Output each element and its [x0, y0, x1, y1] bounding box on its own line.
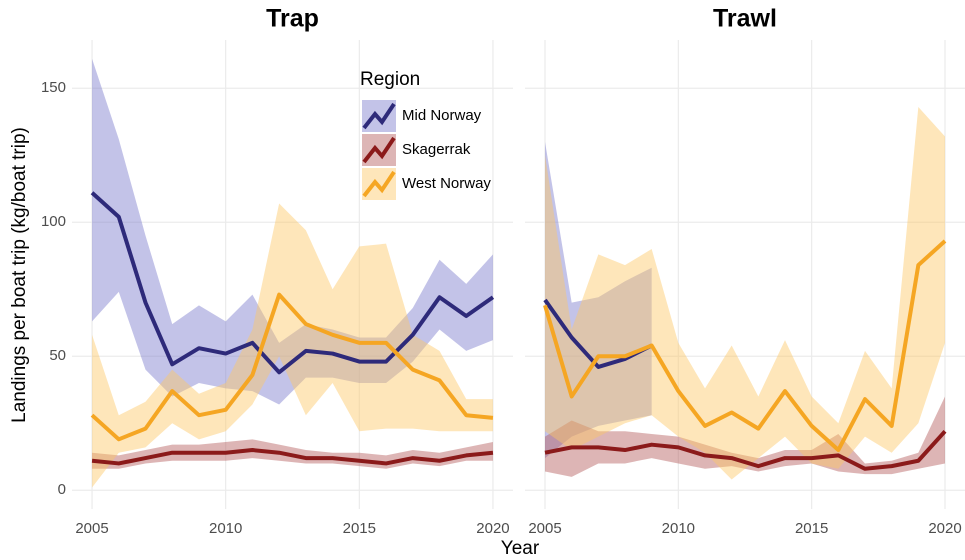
x-tick-label: 2020 — [928, 520, 961, 537]
x-tick-label: 2010 — [662, 520, 695, 537]
y-tick-label: 50 — [49, 347, 66, 364]
confidence-band — [545, 141, 652, 459]
line: Skagerrak — [91, 448, 494, 466]
legend-label: West Norway — [402, 175, 491, 192]
legend-label: Mid Norway — [402, 107, 482, 124]
labels: Trap 2005 2010 2015 2020 0 50 100 150 Trawl 2005 20… — [41, 5, 962, 537]
x-tick-label: 2020 — [476, 520, 509, 537]
x-tick-label: 2015 — [343, 520, 376, 537]
panel-title: Trawl — [713, 5, 777, 33]
panel-title: Trap — [266, 5, 319, 33]
y-tick-label: 0 — [58, 481, 66, 498]
grid — [72, 40, 965, 509]
legend: Region Mid Norway Skagerrak West Norway — [360, 69, 491, 200]
confidence-band — [92, 203, 493, 488]
y-axis-label: Landings per boat trip (kg/boat trip) — [9, 127, 30, 423]
x-tick-label: 2005 — [528, 520, 561, 537]
legend-key-line — [362, 136, 396, 164]
y-tick-label: 100 — [41, 213, 66, 230]
confidence-band — [92, 58, 493, 405]
x-axis-label: Year — [501, 538, 540, 559]
line: Skagerrak — [544, 429, 947, 471]
legend-title: Region — [360, 69, 420, 90]
x-tick-label: 2005 — [75, 520, 108, 537]
legend-label: Skagerrak — [402, 141, 471, 158]
bands — [92, 58, 945, 488]
line: West Norway — [543, 239, 947, 453]
legend-key-line — [362, 170, 396, 198]
legend-key-line — [362, 102, 396, 130]
y-tick-label: 150 — [41, 79, 66, 96]
line: Mid Norway — [90, 191, 495, 375]
line: West Norway — [90, 292, 494, 442]
x-tick-label: 2015 — [795, 520, 828, 537]
confidence-band — [545, 107, 945, 480]
x-tick-label: 2010 — [209, 520, 242, 537]
